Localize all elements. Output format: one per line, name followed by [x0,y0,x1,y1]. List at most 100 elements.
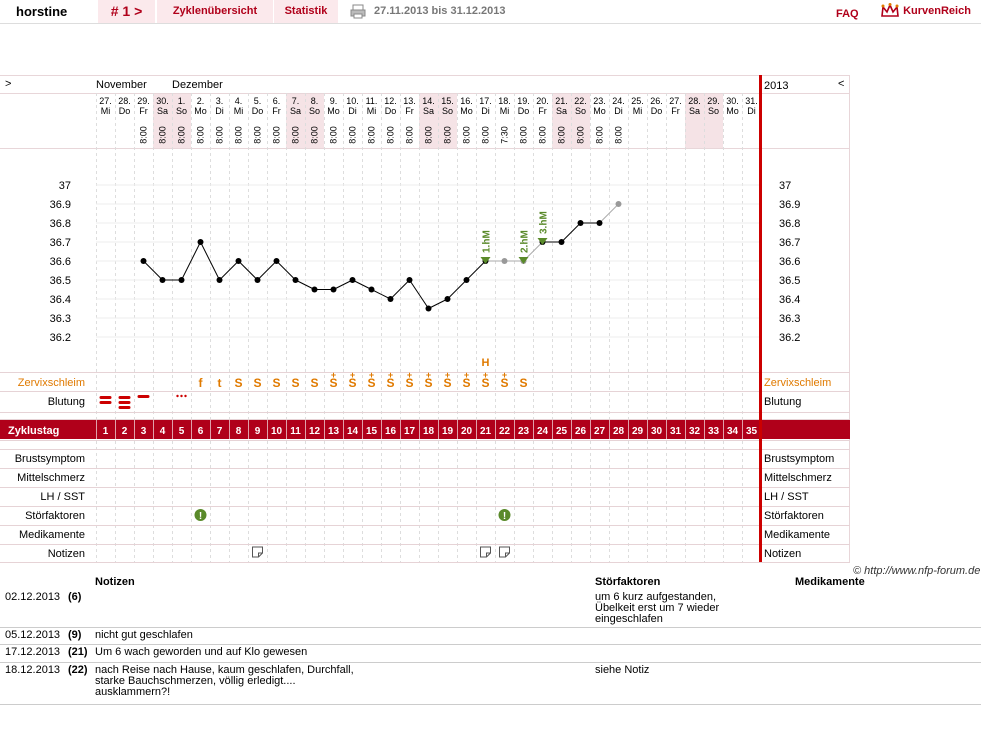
cycleday-number: 5 [179,426,185,437]
temp-segment [276,260,296,281]
month-label: Dezember [172,79,223,91]
day-date: 30. [156,96,169,106]
measure-time: 8:00 [291,126,301,144]
cervix-symbol: t [218,376,222,390]
day-weekday: Mi [500,106,510,116]
y-tick-label-right: 36.9 [779,199,800,211]
bleeding-dot [180,394,183,398]
month-label: November [96,79,147,91]
cycleday-number: 20 [461,426,473,437]
temp-segment [409,279,429,309]
day-date: 22. [574,96,587,106]
cervix-symbol: S [253,376,261,390]
note-icon-fold [505,552,510,557]
cycleday-number: 35 [746,426,758,437]
hm-label: 1.hM [482,230,493,253]
temp-point [349,277,356,283]
measure-time: 8:00 [481,126,491,144]
cycleday-number: 29 [632,426,644,437]
bleeding-mark [118,401,131,404]
day-weekday: Sa [423,106,434,116]
cycleday-number: 34 [727,426,739,437]
cervix-symbol: S [462,376,470,390]
y-tick-label-left: 36.6 [50,256,71,268]
cycle-overview-link[interactable]: Zyklenübersicht [157,0,273,23]
day-weekday: Di [481,106,490,116]
bleeding-label-left: Blutung [48,396,85,408]
temp-segment [238,260,258,281]
y-tick-label-right: 36.2 [779,332,800,344]
cycleday-number: 31 [670,426,682,437]
cycleday-number: 12 [309,426,321,437]
cycleday-number: 10 [271,426,283,437]
year-label: 2013 [764,80,788,92]
disturb-label-right: Störfaktoren [764,510,824,522]
cycleday-number: 16 [385,426,397,437]
temp-segment [447,279,467,300]
meds-label-left: Medikamente [19,529,85,541]
cervix-plus: + [445,370,450,380]
measure-time: 8:00 [538,126,548,144]
day-date: 9. [330,96,338,106]
disturbance-icon [194,509,207,521]
y-tick-label-left: 36.8 [50,218,71,230]
faq-link[interactable]: FAQ [836,8,859,20]
weekend-shade [685,93,723,148]
peak-marker: H [482,357,490,369]
printer-icon[interactable] [350,4,366,19]
cervix-plus: + [407,370,412,380]
cycleday-number: 17 [404,426,416,437]
bleeding-mark [137,395,150,398]
day-weekday: Fr [139,106,148,116]
lh-label-right: LH / SST [764,491,809,503]
cycleday-number: 1 [103,426,109,437]
kurvenreich-logo[interactable]: KurvenReich [880,0,971,23]
cycleday-label: Zyklustag [8,425,59,437]
temp-segment [143,260,163,281]
day-date: 27. [669,96,682,106]
cervix-symbol: S [272,376,280,390]
cervix-symbol: S [519,376,527,390]
y-tick-label-left: 36.3 [50,313,71,325]
cervix-symbol: S [310,376,318,390]
day-weekday: Sa [157,106,168,116]
nav-left: > [5,78,11,90]
day-date: 3. [216,96,224,106]
measure-time: 7:30 [500,126,510,144]
cervix-symbol: f [199,376,204,390]
day-weekday: Fr [405,106,414,116]
y-tick-label-right: 36.4 [779,294,800,306]
day-date: 25. [631,96,644,106]
measure-time: 8:00 [595,126,605,144]
measure-time: 8:00 [519,126,529,144]
cycle-selector[interactable]: # 1 > [98,0,155,23]
cervix-symbol: S [443,376,451,390]
bleeding-dot [176,394,179,398]
midpain-label-right: Mittelschmerz [764,472,832,484]
day-date: 7. [292,96,300,106]
measure-time: 8:00 [215,126,225,144]
temp-point [558,239,565,245]
temp-point [444,296,451,302]
bleeding-dot [184,394,187,398]
cervix-label-left: Zervixschleim [18,377,85,389]
measure-time: 8:00 [196,126,206,144]
statistics-link[interactable]: Statistik [274,0,338,23]
y-tick-label-right: 36.7 [779,237,800,249]
day-weekday: So [442,106,453,116]
day-weekday: So [708,106,719,116]
temp-segment [466,260,486,281]
day-date: 6. [273,96,281,106]
notes-table-header: Notizen Störfaktoren Medikamente [0,576,981,590]
temp-segment [333,279,353,290]
cervix-symbol: S [424,376,432,390]
cycleday-number: 7 [217,426,223,437]
cycleday-number: 27 [594,426,606,437]
day-weekday: Mo [726,106,739,116]
day-date: 12. [384,96,397,106]
note-cycleday: (21) [68,646,88,658]
cycleday-number: 26 [575,426,587,437]
cervix-symbol: S [386,376,394,390]
cycleday-number: 14 [347,426,359,437]
note-disturbance: um 6 kurz aufgestanden, Übelkeit erst um… [595,591,720,625]
